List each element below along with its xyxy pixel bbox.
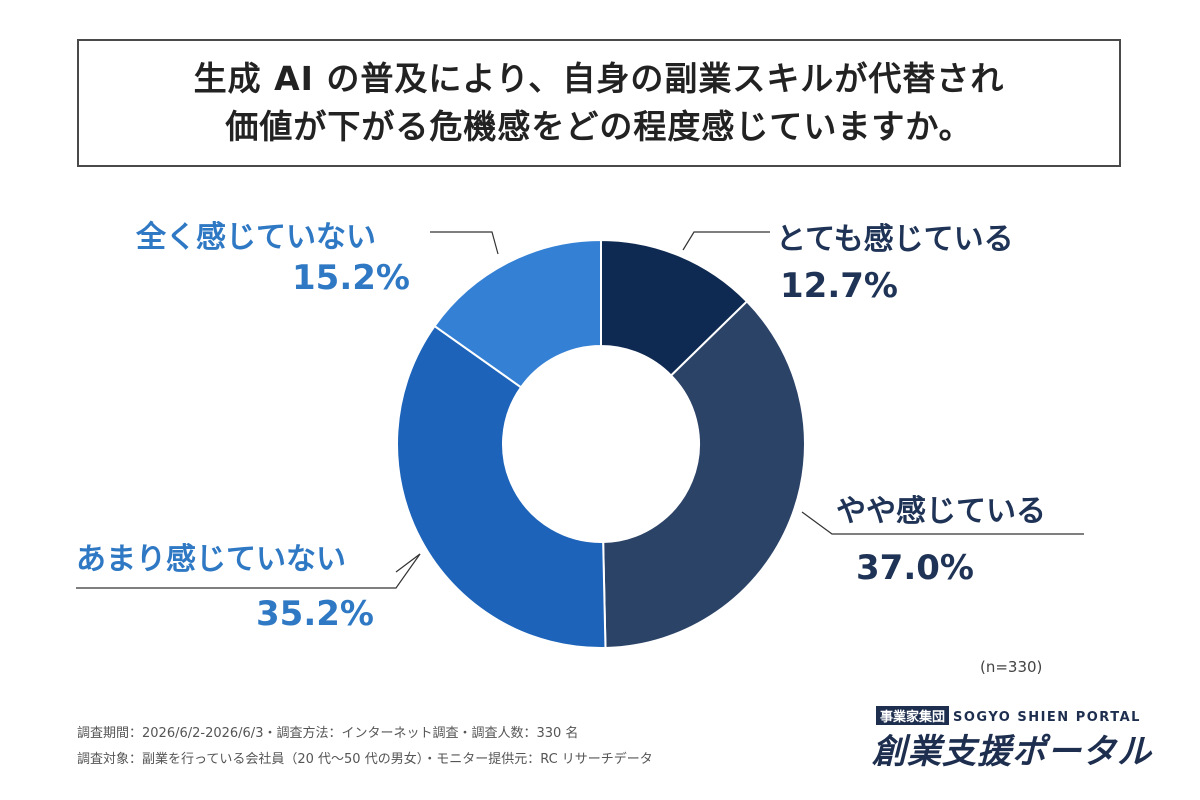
leader-line-not-much (395, 553, 421, 573)
footer-survey-target: 調査対象：副業を行っている会社員（20 代〜50 代の男女）・モニター提供元：R… (77, 752, 653, 767)
label-value-very: 12.7% (780, 266, 898, 306)
leader-underline-not-much (76, 553, 421, 589)
chart-title-line-2: 価値が下がる危機感をどの程度感じていますか。 (225, 107, 973, 146)
label-value-not-much: 35.2% (256, 594, 374, 634)
brand-logo: 創業支援ポータル (872, 732, 1152, 772)
donut-slice-not-at-all (433, 238, 602, 389)
donut-slice-somewhat (602, 300, 806, 649)
leader-line-very (682, 231, 770, 251)
sample-size-note: (n=330) (980, 658, 1043, 676)
label-name-not-much: あまり感じていない (76, 542, 346, 577)
label-name-not-at-all: 全く感じていない (136, 220, 376, 255)
footer-survey-period: 調査期間：2026/6/2-2026/6/3・調査方法：インターネット調査・調査… (77, 726, 579, 741)
label-value-somewhat: 37.0% (856, 548, 974, 588)
leader-line-not-at-all (430, 231, 499, 255)
label-name-somewhat: やや感じている (836, 494, 1046, 529)
label-value-not-at-all: 15.2% (292, 258, 410, 298)
brand-tag: 事業家集団 (876, 706, 950, 725)
leader-line-somewhat (801, 511, 1084, 535)
brand-subtitle: 事業家集団 SOGYO SHIEN PORTAL (876, 706, 1141, 725)
title-box: 生成 AI の普及により、自身の副業スキルが代替され 価値が下がる危機感をどの程… (77, 39, 1121, 167)
brand-sub-text: SOGYO SHIEN PORTAL (953, 710, 1141, 725)
chart-title-line-1: 生成 AI の普及により、自身の副業スキルが代替され (193, 59, 1005, 98)
donut-slice-not-much (396, 324, 607, 649)
label-name-very: とても感じている (776, 222, 1014, 257)
